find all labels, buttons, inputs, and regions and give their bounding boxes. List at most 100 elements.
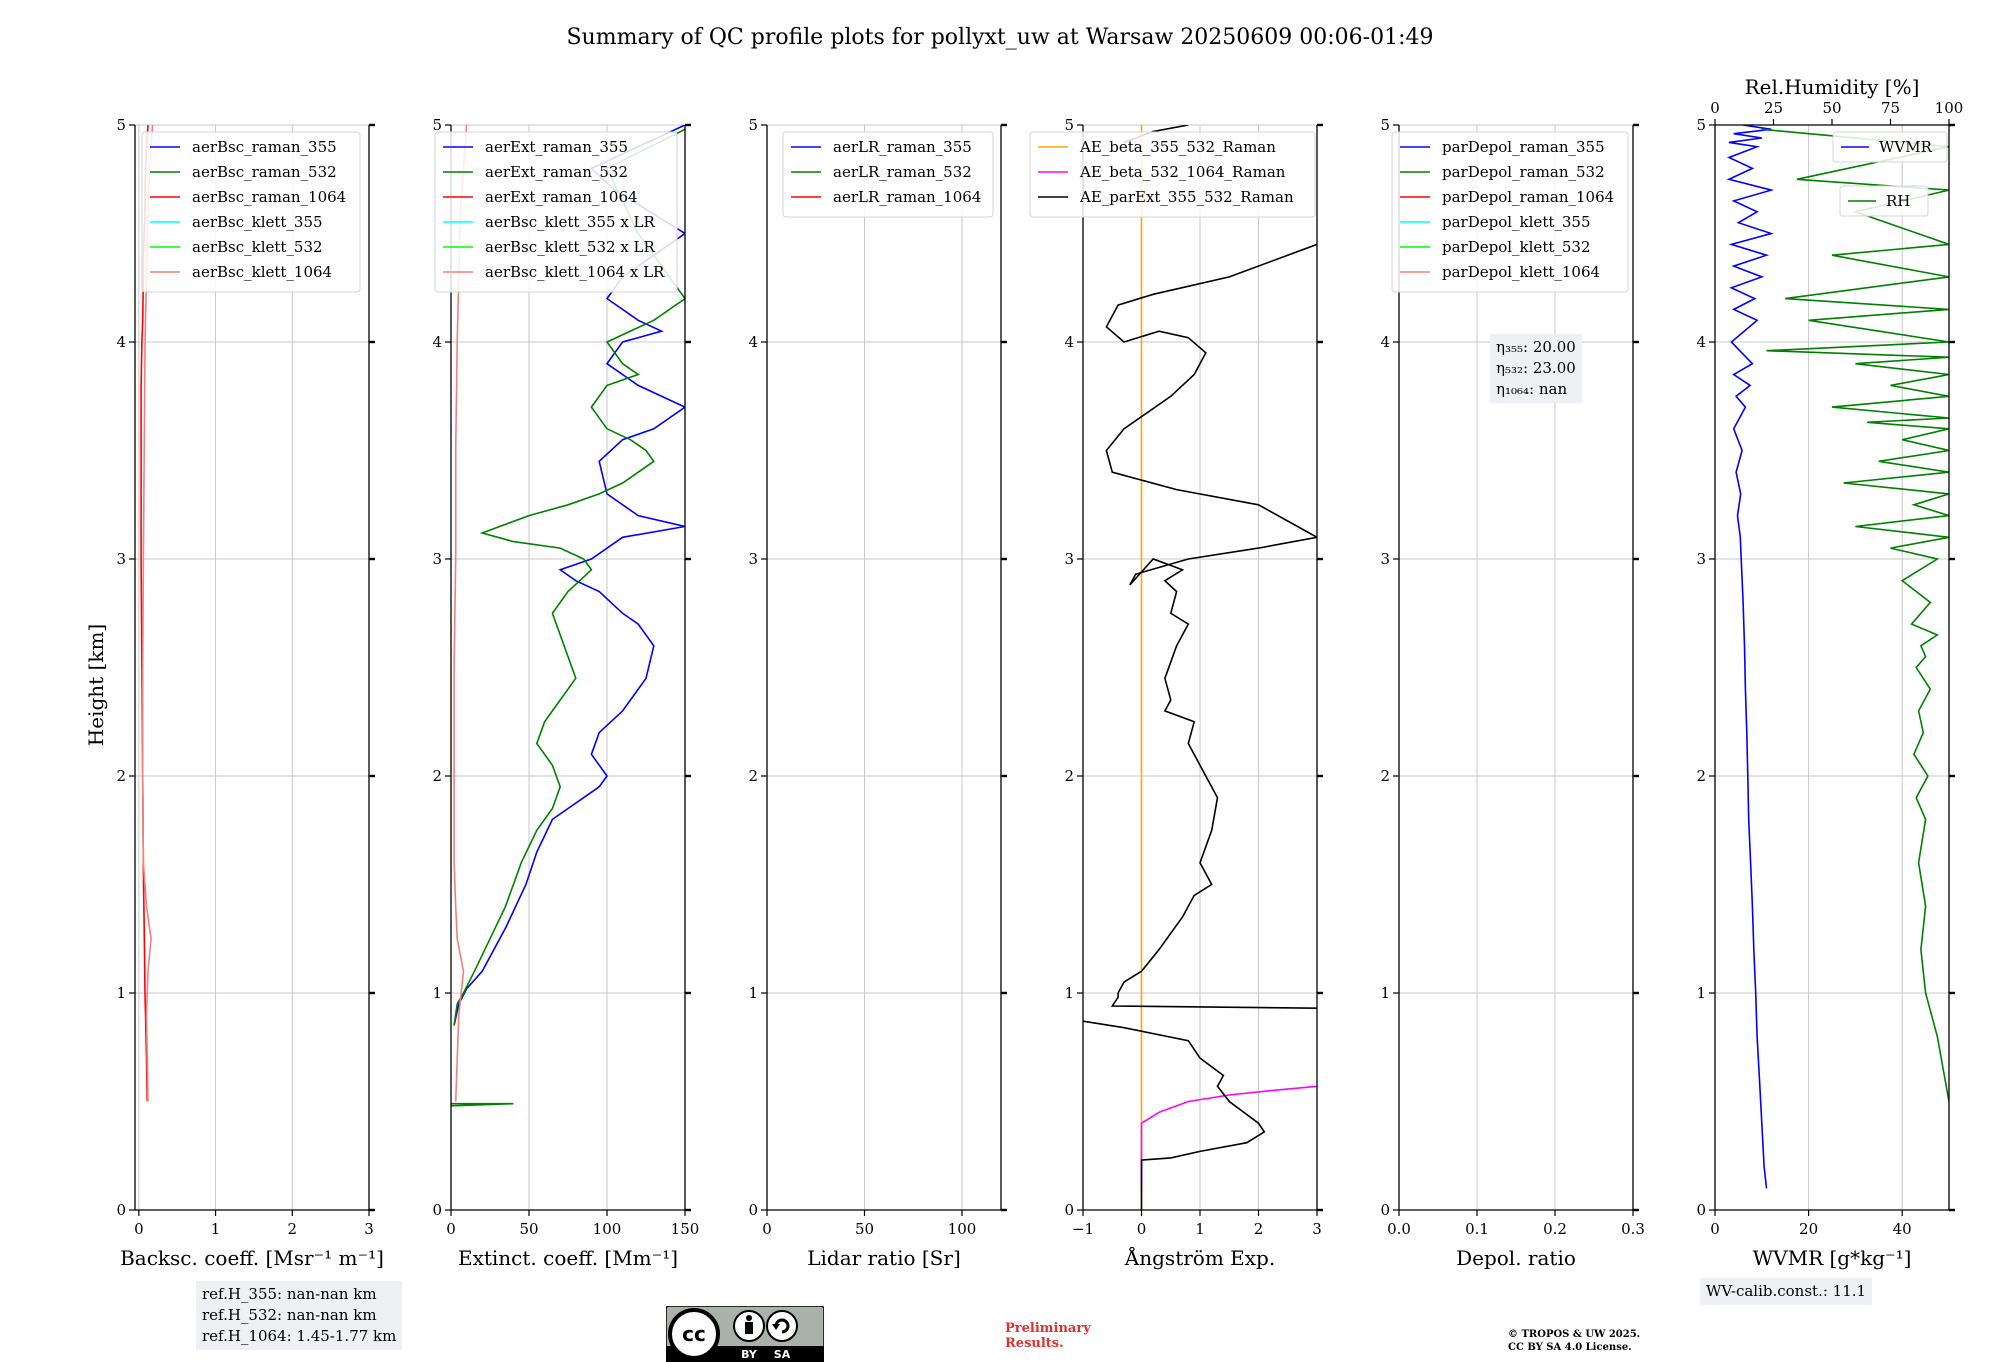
wv-calib-const: WV-calib.const.: 11.1 bbox=[1706, 1282, 1867, 1300]
y-axis-label: Height [km] bbox=[84, 624, 108, 746]
y-tick-label: 4 bbox=[748, 333, 758, 351]
legend: WVMR RH bbox=[1832, 131, 1948, 217]
y-tick-label: 0 bbox=[432, 1201, 442, 1219]
legend: aerBsc_raman_355 aerBsc_raman_532 aerBsc_r… bbox=[141, 131, 361, 293]
sa-icon bbox=[766, 1310, 798, 1342]
legend-label: aerBsc_klett_1064 x LR bbox=[485, 263, 665, 281]
y-tick-label: 5 bbox=[432, 116, 442, 134]
y-tick-label: 4 bbox=[116, 333, 126, 351]
ref-h-355: ref.H_355: nan-nan km bbox=[202, 1285, 377, 1303]
x-tick-label: 0 bbox=[446, 1220, 456, 1238]
y-tick-label: 0 bbox=[1696, 1201, 1706, 1219]
ref-h-1064: ref.H_1064: 1.45-1.77 km bbox=[202, 1327, 397, 1345]
y-tick-label: 5 bbox=[116, 116, 126, 134]
legend-label: RH bbox=[1886, 192, 1910, 210]
top-tick-label: 75 bbox=[1881, 99, 1900, 117]
eta-355: η₃₅₅: 20.00 bbox=[1496, 338, 1576, 356]
sa-text: SA bbox=[774, 1348, 791, 1361]
legend-label: parDepol_raman_355 bbox=[1442, 138, 1605, 156]
y-tick-label: 3 bbox=[1064, 550, 1074, 568]
x-tick-label: 40 bbox=[1893, 1220, 1912, 1238]
y-tick-label: 4 bbox=[1380, 333, 1390, 351]
legend: aerLR_raman_355 aerLR_raman_532 aerLR_rama… bbox=[782, 131, 994, 218]
y-tick-label: 3 bbox=[748, 550, 758, 568]
y-tick-label: 1 bbox=[432, 984, 442, 1002]
y-tick-label: 4 bbox=[432, 333, 442, 351]
y-tick-label: 0 bbox=[748, 1201, 758, 1219]
series-aerExt_spike_532 bbox=[451, 1102, 514, 1107]
series-RH bbox=[1761, 128, 1949, 1102]
x-tick-label: 50 bbox=[855, 1220, 874, 1238]
reference-height-box: ref.H_355: nan-nan km ref.H_532: nan-nan… bbox=[196, 1281, 403, 1350]
series-AE_beta_532_1064_Raman bbox=[1140, 1085, 1317, 1189]
y-tick-label: 3 bbox=[1380, 550, 1390, 568]
series-group bbox=[1726, 125, 1949, 1189]
legend-label: aerBsc_klett_532 bbox=[192, 238, 323, 256]
x-tick-label: 0 bbox=[1710, 1220, 1720, 1238]
y-tick-label: 1 bbox=[116, 984, 126, 1002]
x-tick-label: 100 bbox=[593, 1220, 622, 1238]
y-tick-label: 0 bbox=[1064, 1201, 1074, 1219]
series-aerExt_raman_355 bbox=[453, 125, 685, 1026]
preliminary-line-1: Preliminary bbox=[1005, 1321, 1091, 1336]
y-tick-label: 1 bbox=[1696, 984, 1706, 1002]
x-axis-label: Extinct. coeff. [Mm⁻¹] bbox=[458, 1246, 678, 1270]
y-tick-label: 1 bbox=[748, 984, 758, 1002]
x-tick-label: 1 bbox=[1195, 1220, 1205, 1238]
cc-icon bbox=[668, 1308, 720, 1360]
legend: aerExt_raman_355 aerExt_raman_532 aerExt_r… bbox=[434, 131, 678, 293]
x-tick-label: 2 bbox=[1254, 1220, 1264, 1238]
y-tick-label: 5 bbox=[748, 116, 758, 134]
y-tick-label: 2 bbox=[1064, 767, 1074, 785]
by-text: BY bbox=[741, 1348, 758, 1361]
legend-label: AE_beta_355_532_Raman bbox=[1079, 138, 1276, 156]
y-tick-label: 2 bbox=[116, 767, 126, 785]
x-tick-label: 0.1 bbox=[1465, 1220, 1489, 1238]
legend-label: parDepol_klett_1064 bbox=[1442, 263, 1600, 281]
preliminary-note: Preliminary Results. bbox=[1005, 1321, 1091, 1351]
panel-5: 0 1 2 3 4 5 0.0 0.1 0.2 0.3 Depol. ratio parDepol_r… bbox=[1380, 116, 1644, 1270]
preliminary-line-2: Results. bbox=[1005, 1336, 1064, 1351]
y-tick-label: 3 bbox=[432, 550, 442, 568]
legend-label: aerBsc_klett_355 x LR bbox=[485, 213, 656, 231]
figure-title: Summary of QC profile plots for pollyxt_… bbox=[566, 25, 1433, 50]
legend-label: AE_parExt_355_532_Raman bbox=[1079, 188, 1294, 206]
copyright-line-1: © TROPOS & UW 2025. bbox=[1508, 1329, 1641, 1340]
x-tick-label: 3 bbox=[364, 1220, 374, 1238]
y-tick-label: 2 bbox=[1380, 767, 1390, 785]
x-tick-label: −1 bbox=[1072, 1220, 1094, 1238]
x-tick-label: 0.2 bbox=[1543, 1220, 1567, 1238]
legend-label: aerLR_raman_355 bbox=[833, 138, 972, 156]
x-tick-label: 100 bbox=[948, 1220, 977, 1238]
legend-label: parDepol_raman_532 bbox=[1442, 163, 1605, 181]
legend-label: aerBsc_raman_1064 bbox=[192, 188, 346, 206]
x-tick-label: 0.3 bbox=[1621, 1220, 1645, 1238]
x-tick-label: 1 bbox=[211, 1220, 221, 1238]
wv-calib-box: WV-calib.const.: 11.1 bbox=[1700, 1278, 1873, 1305]
legend-label: parDepol_klett_532 bbox=[1442, 238, 1591, 256]
legend-label: aerBsc_raman_532 bbox=[192, 163, 337, 181]
legend: AE_beta_355_532_Raman AE_beta_532_1064_Ra… bbox=[1029, 131, 1316, 218]
eta-532: η₅₃₂: 23.00 bbox=[1496, 359, 1576, 377]
y-tick-label: 4 bbox=[1064, 333, 1074, 351]
top-tick-label: 0 bbox=[1710, 99, 1720, 117]
series-WVMR bbox=[1726, 125, 1775, 1189]
legend-label: WVMR bbox=[1879, 138, 1933, 156]
y-tick-label: 5 bbox=[1064, 116, 1074, 134]
top-tick-label: 25 bbox=[1764, 99, 1783, 117]
x-tick-label: 20 bbox=[1799, 1220, 1818, 1238]
top-axis-label: Rel.Humidity [%] bbox=[1745, 75, 1920, 99]
y-tick-label: 0 bbox=[116, 1201, 126, 1219]
y-tick-label: 1 bbox=[1380, 984, 1390, 1002]
y-tick-label: 3 bbox=[116, 550, 126, 568]
legend-label: aerBsc_klett_355 bbox=[192, 213, 323, 231]
y-tick-label: 5 bbox=[1380, 116, 1390, 134]
x-axis-label: WVMR [g*kg⁻¹] bbox=[1753, 1246, 1912, 1270]
legend-label: aerBsc_klett_532 x LR bbox=[485, 238, 656, 256]
y-tick-label: 3 bbox=[1696, 550, 1706, 568]
panel-1: 0 1 2 3 4 5 0 1 2 3 Backsc. coeff. [Msr⁻¹ m⁻¹] aerB… bbox=[116, 116, 383, 1270]
